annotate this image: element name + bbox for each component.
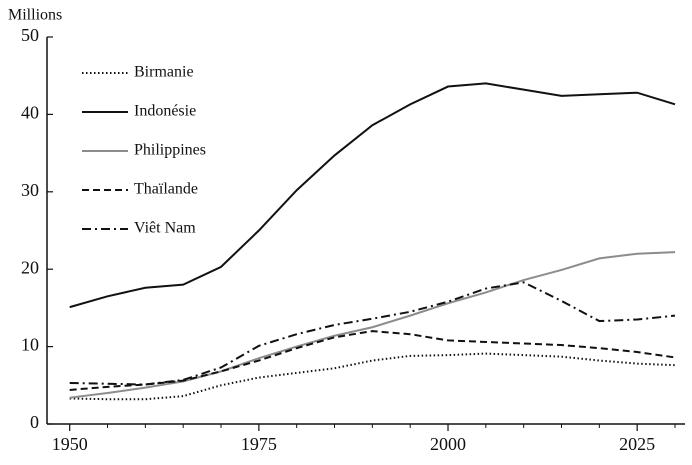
- y-tick-label: 10: [21, 335, 39, 355]
- y-tick-label: 50: [21, 25, 39, 45]
- legend-label: Philippines: [134, 142, 206, 159]
- series-line: [69, 330, 676, 391]
- legend-label: Thaïlande: [134, 181, 198, 198]
- series-line: [69, 281, 676, 386]
- series-line: [69, 82, 676, 309]
- series-line: [69, 251, 676, 399]
- y-tick-label: 30: [21, 180, 39, 200]
- y-tick-label: 0: [30, 412, 39, 432]
- legend-label: Indonésie: [134, 103, 196, 120]
- legend-label: Birmanie: [134, 64, 194, 81]
- x-tick-label: 2000: [430, 434, 466, 454]
- y-axis-label: Millions: [8, 7, 62, 24]
- y-tick-label: 40: [21, 103, 39, 123]
- series-line: [69, 352, 676, 401]
- x-tick-label: 2025: [619, 434, 655, 454]
- x-tick-label: 1950: [52, 434, 88, 454]
- y-tick-label: 20: [21, 257, 39, 277]
- x-tick-label: 1975: [241, 434, 277, 454]
- legend-label: Viêt Nam: [134, 220, 196, 237]
